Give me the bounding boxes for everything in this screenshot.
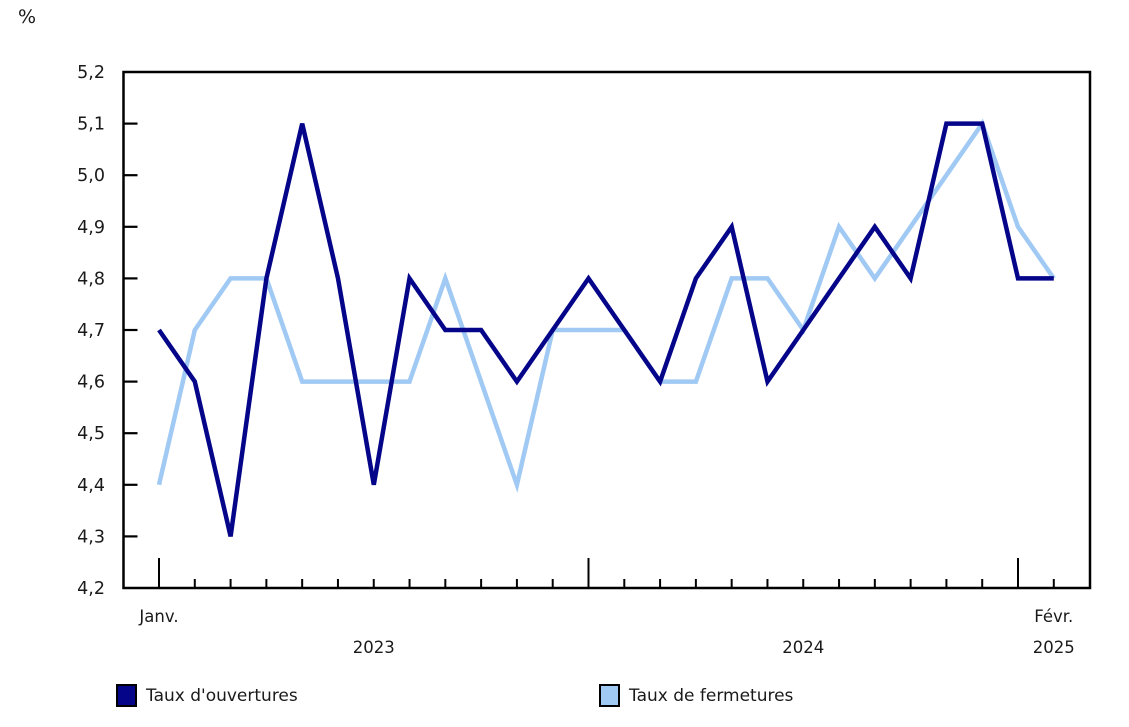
x-last-month-label: Févr. — [1034, 607, 1073, 626]
x-year-label: 2023 — [353, 638, 395, 657]
y-tick-label: 4,2 — [77, 579, 105, 599]
x-first-month-label: Janv. — [138, 607, 178, 626]
y-tick-label: 4,3 — [77, 527, 105, 547]
plot-area: 5,2 5,1 5,0 4,9 4,8 4,7 4,6 4,5 4,4 4,3 4,2 Janv. Fé… — [77, 63, 1092, 657]
y-tick-label: 4,7 — [77, 321, 105, 341]
legend-item-fermetures: Taux de fermetures — [599, 684, 793, 707]
y-tick-label: 5,1 — [77, 115, 105, 135]
y-tick-label: 4,5 — [77, 424, 105, 444]
y-tick-label: 5,0 — [77, 166, 105, 186]
y-axis-unit-label: % — [18, 6, 37, 28]
x-year-label: 2024 — [782, 638, 824, 657]
y-tick-label: 4,8 — [77, 269, 105, 289]
y-tick-label: 5,2 — [77, 63, 105, 83]
series-line-ouvertures — [157, 121, 1054, 537]
legend-item-ouvertures: Taux d'ouvertures — [116, 684, 298, 707]
legend-swatch-fermetures-icon — [599, 684, 620, 707]
y-tick-label: 4,4 — [77, 476, 105, 496]
legend-label-fermetures: Taux de fermetures — [629, 685, 794, 706]
y-tick-label: 4,6 — [77, 373, 105, 393]
legend-label-ouvertures: Taux d'ouvertures — [146, 685, 298, 706]
x-year-label: 2025 — [1033, 638, 1075, 657]
series-line-fermetures — [156, 118, 1056, 493]
legend-swatch-ouvertures-icon — [116, 684, 137, 707]
y-tick-label: 4,9 — [77, 218, 105, 238]
